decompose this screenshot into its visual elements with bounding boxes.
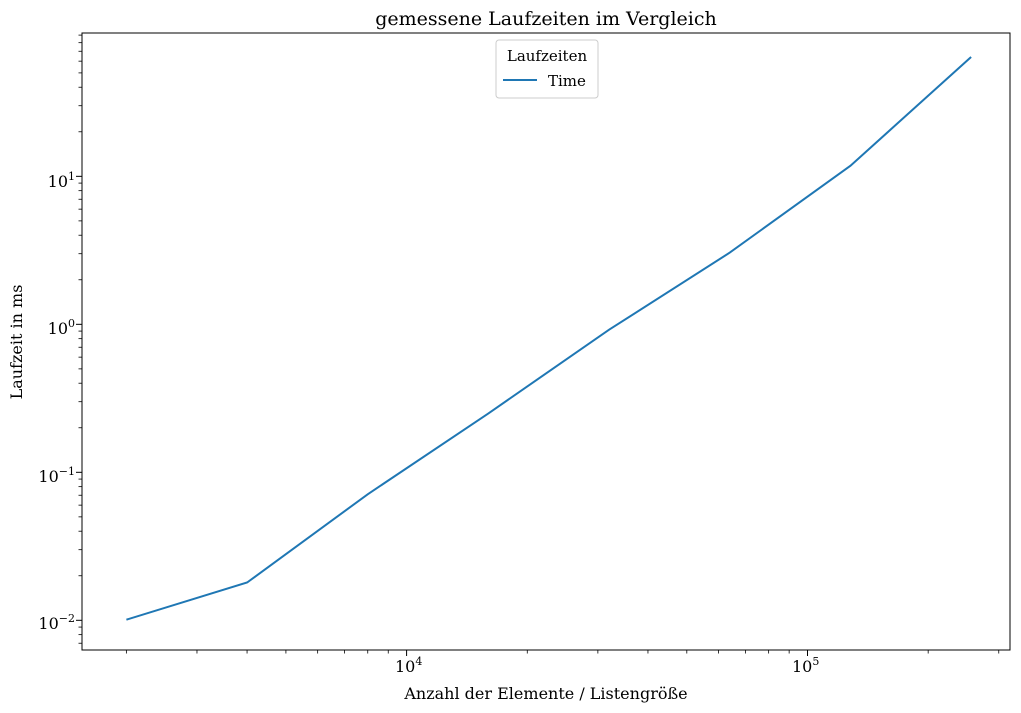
y-tick-labels: 10−2 10−1 100 101 — [38, 170, 75, 633]
y-tick-label-1e0: 100 — [48, 317, 75, 338]
x-tick-labels: 104 105 — [395, 655, 819, 676]
legend-box — [495, 39, 599, 99]
legend-label-time: Time — [548, 72, 586, 90]
chart-title: gemessene Laufzeiten im Vergleich — [375, 8, 717, 30]
x-minor-ticks — [125, 650, 1000, 654]
y-tick-label-1e-1: 10−1 — [38, 465, 75, 486]
y-tick-label-1e1: 101 — [48, 170, 75, 191]
plot-frame — [81, 32, 1011, 651]
series-line-time — [126, 56, 972, 621]
x-tick-label-1e4: 104 — [395, 655, 422, 676]
y-tick-label-1e-2: 10−2 — [38, 612, 75, 633]
x-tick-label-1e5: 105 — [792, 655, 819, 676]
x-axis-label: Anzahl der Elemente / Listengröße — [403, 684, 687, 703]
plot-area — [76, 32, 1011, 656]
y-minor-ticks — [78, 34, 82, 644]
legend: Laufzeiten Time — [495, 39, 599, 99]
legend-title: Laufzeiten — [507, 47, 588, 65]
y-axis-label: Laufzeit in ms — [7, 285, 26, 400]
major-ticks — [76, 175, 808, 656]
